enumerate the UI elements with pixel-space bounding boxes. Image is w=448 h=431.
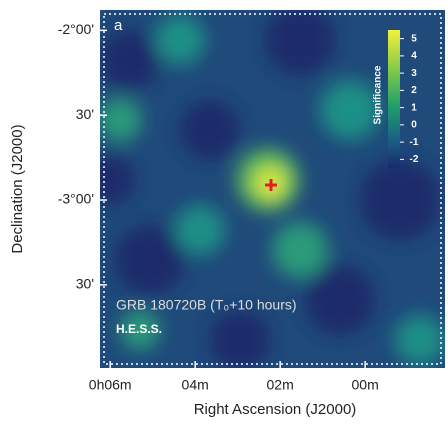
page: {"chart_data": {"type": "skymap", "panel… [0, 0, 448, 426]
y-axis-label: Declination (J2000) [9, 124, 26, 253]
chart: Significance a GRB 180720B (T₀+10 hours)… [0, 0, 448, 426]
x-tick-label: 04m [182, 377, 209, 393]
y-tick-label: -2°00' [58, 21, 94, 37]
colorbar-tick-label: 0 [411, 120, 417, 131]
colorbar [388, 30, 400, 168]
annotation: GRB 180720B (T₀+10 hours) [116, 297, 297, 313]
x-tick-label: 02m [267, 377, 294, 393]
colorbar-tick-label: 4 [411, 51, 417, 62]
panel-label: a [114, 17, 123, 34]
colorbar-tick-label: 5 [411, 33, 417, 44]
colorbar-tick-label: 2 [411, 85, 417, 96]
x-axis-label: Right Ascension (J2000) [194, 401, 357, 418]
colorbar-tick-label: 1 [411, 102, 417, 113]
instrument: H.E.S.S. [116, 322, 162, 336]
y-tick-label: -3°00' [58, 191, 94, 207]
y-tick-label: 30' [76, 276, 94, 292]
colorbar-label: Significance [373, 65, 384, 124]
colorbar-tick-label: -2 [410, 154, 419, 165]
x-tick-label: 00m [352, 377, 379, 393]
y-tick-label: 30' [76, 106, 94, 122]
x-tick-label: 0h06m [89, 377, 132, 393]
colorbar-tick-label: -1 [410, 137, 419, 148]
colorbar-tick-label: 3 [411, 68, 417, 79]
